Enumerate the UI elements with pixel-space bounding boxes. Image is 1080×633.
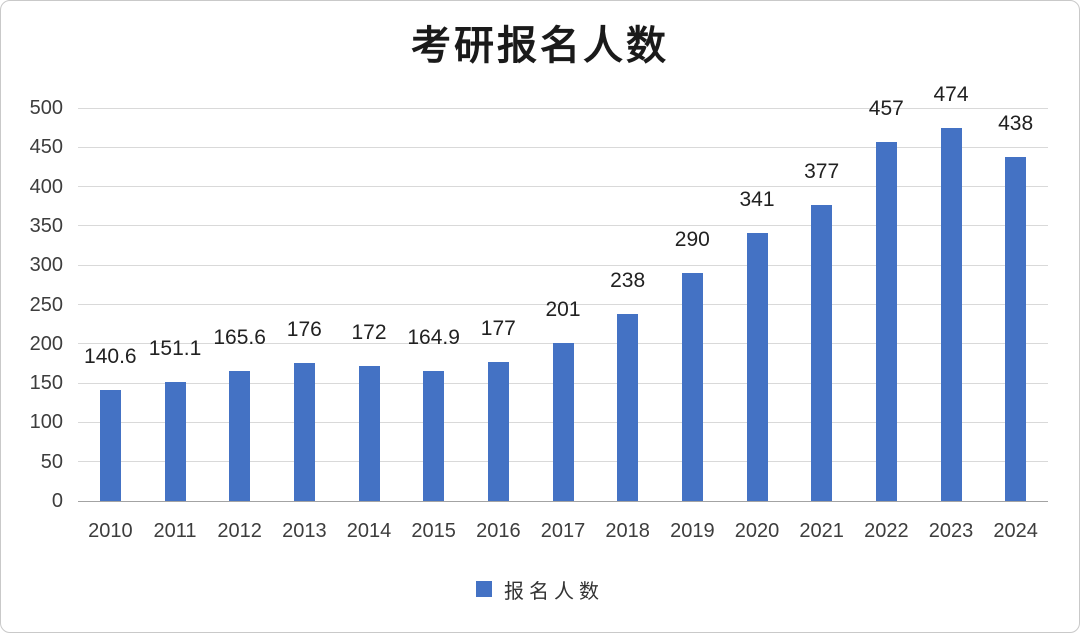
bar-value-label: 377 (804, 159, 840, 183)
x-tick-label: 2012 (217, 520, 262, 542)
y-tick-label: 500 (29, 97, 63, 119)
x-tick-label: 2017 (540, 520, 586, 542)
bar-value-label: 474 (933, 83, 969, 107)
x-tick-label: 2020 (734, 520, 780, 542)
bar (681, 273, 703, 501)
bar (229, 370, 251, 501)
y-tick-label: 50 (40, 450, 63, 473)
bar-value-label: 438 (998, 111, 1034, 135)
bar-value-label: 290 (674, 228, 710, 252)
bar (358, 365, 380, 501)
y-tick-label: 0 (51, 490, 63, 512)
bar-value-label: 172 (351, 320, 387, 344)
bar-value-label: 177 (480, 316, 516, 340)
bar (875, 141, 897, 501)
x-tick-label: 2022 (864, 520, 909, 542)
gridline (78, 304, 1048, 305)
bar (423, 371, 445, 501)
x-tick-label: 2011 (153, 520, 197, 542)
x-tick-label: 2024 (993, 520, 1038, 542)
bar (1005, 156, 1027, 501)
x-tick-label: 2016 (476, 520, 521, 542)
bar (487, 361, 509, 501)
x-tick-label: 2021 (799, 520, 844, 542)
legend: 报名人数 (1, 575, 1079, 603)
bar-value-label: 238 (610, 268, 646, 292)
bar-value-label: 176 (286, 317, 322, 341)
chart-title: 考研报名人数 (411, 22, 669, 69)
bar-value-label: 140.6 (84, 345, 137, 369)
bar-value-label: 457 (868, 96, 904, 120)
bar (811, 204, 833, 501)
bar-value-label: 164.9 (407, 326, 460, 350)
x-tick-label: 2010 (88, 520, 133, 542)
bar-value-label: 341 (739, 187, 775, 211)
bar (552, 343, 574, 501)
y-tick-label: 250 (29, 293, 63, 316)
x-tick-label: 2014 (346, 520, 392, 542)
legend-color-swatch (476, 581, 492, 597)
y-tick-label: 300 (29, 254, 63, 277)
y-tick-label: 200 (29, 332, 63, 355)
bar-value-label: 151.1 (148, 337, 202, 361)
bar (940, 128, 962, 501)
gridline (78, 225, 1048, 227)
bar (746, 232, 768, 501)
x-tick-label: 2015 (411, 520, 456, 542)
legend-label: 报名人数 (504, 580, 604, 603)
bar (164, 382, 186, 501)
bar-value-label: 201 (545, 298, 581, 321)
gridline (78, 146, 1048, 148)
x-axis-line (78, 500, 1048, 502)
y-tick-label: 150 (29, 372, 63, 395)
bar-value-label: 165.6 (213, 325, 266, 349)
gridline (78, 107, 1048, 109)
x-tick-label: 2019 (670, 520, 715, 542)
x-tick-label: 2013 (282, 520, 327, 542)
bar (617, 313, 639, 501)
y-tick-label: 450 (29, 136, 63, 159)
bar (293, 362, 315, 501)
x-tick-label: 2018 (605, 520, 650, 542)
gridline (78, 264, 1048, 266)
bar (99, 390, 121, 501)
y-tick-label: 400 (29, 175, 63, 198)
y-tick-label: 100 (29, 411, 63, 434)
x-tick-label: 2023 (928, 520, 974, 542)
y-tick-label: 350 (29, 214, 63, 237)
gridline (78, 186, 1048, 188)
